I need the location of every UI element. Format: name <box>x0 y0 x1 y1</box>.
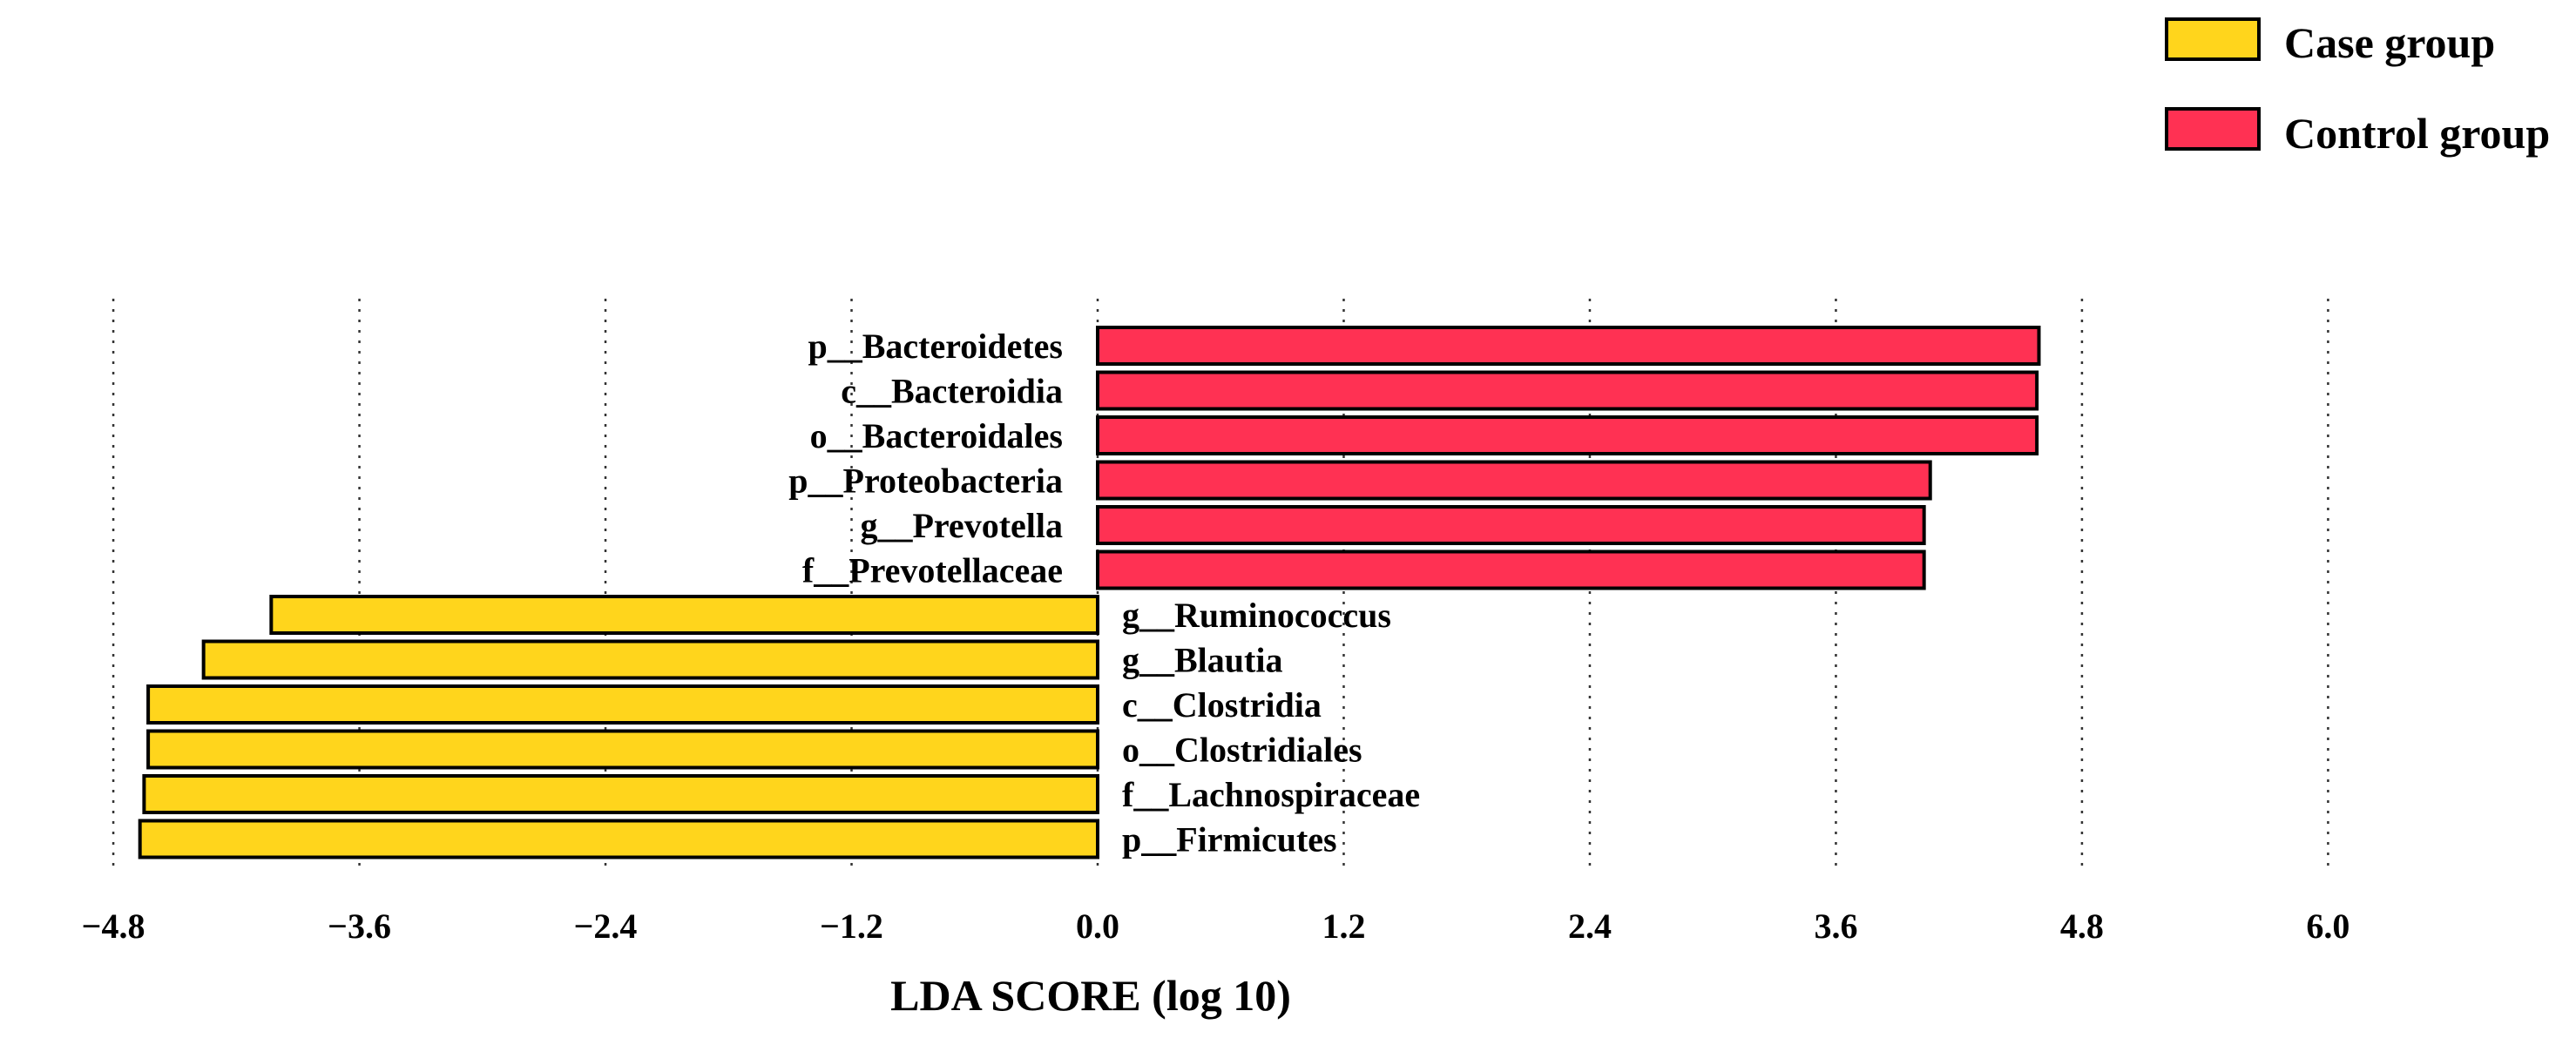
bar <box>1096 505 1926 545</box>
x-tick-label: −2.4 <box>574 907 638 946</box>
x-tick-label: 1.2 <box>1322 907 1365 946</box>
bar-label: g__Ruminococcus <box>1122 596 1391 635</box>
x-tick-label: 2.4 <box>1568 907 1612 946</box>
bar-label: f__Prevotellaceae <box>802 551 1063 590</box>
bar-label: p__Firmicutes <box>1122 820 1337 859</box>
bar <box>146 684 1099 725</box>
legend-swatch-control <box>2165 107 2261 151</box>
bar-label: g__Prevotella <box>860 506 1063 545</box>
legend-swatch-case <box>2165 17 2261 61</box>
bar <box>142 774 1099 814</box>
legend: Case group Control group <box>2165 17 2550 158</box>
bar <box>1096 326 2041 366</box>
bar <box>201 639 1099 680</box>
legend-label-control: Control group <box>2284 109 2550 158</box>
legend-label-case: Case group <box>2284 18 2495 67</box>
x-tick-label: −1.2 <box>820 907 883 946</box>
bar-labels: p__Bacteroidetes c__Bacteroidia o__Bactero… <box>788 327 1420 859</box>
bars <box>138 326 2041 859</box>
bar-label: p__Proteobacteria <box>788 462 1063 501</box>
bar <box>146 729 1099 770</box>
x-tick-label: 6.0 <box>2306 907 2350 946</box>
bar-label: c__Bacteroidia <box>841 372 1063 411</box>
bar-label: o__Clostridiales <box>1122 731 1362 770</box>
bar-label: o__Bacteroidales <box>810 416 1063 455</box>
bar-label: p__Bacteroidetes <box>808 327 1063 366</box>
x-tick-label: −4.8 <box>82 907 145 946</box>
bar <box>138 819 1099 859</box>
x-axis-title: LDA SCORE (log 10) <box>890 971 1291 1020</box>
x-axis-ticks: −6.0−4.8−3.6−2.4−1.20.01.22.43.64.86.0 <box>82 907 2350 946</box>
bar-label: g__Blautia <box>1122 641 1282 680</box>
bar-label: f__Lachnospiraceae <box>1122 775 1420 814</box>
bar <box>1096 370 2039 411</box>
bar <box>269 595 1099 635</box>
x-tick-label: 4.8 <box>2060 907 2104 946</box>
bar <box>1096 460 1932 501</box>
bar <box>1096 549 1926 590</box>
x-tick-label: −3.6 <box>328 907 391 946</box>
bar <box>1096 415 2039 455</box>
bar-label: c__Clostridia <box>1122 685 1322 725</box>
x-tick-label: 0.0 <box>1076 907 1119 946</box>
x-tick-label: 3.6 <box>1814 907 1857 946</box>
